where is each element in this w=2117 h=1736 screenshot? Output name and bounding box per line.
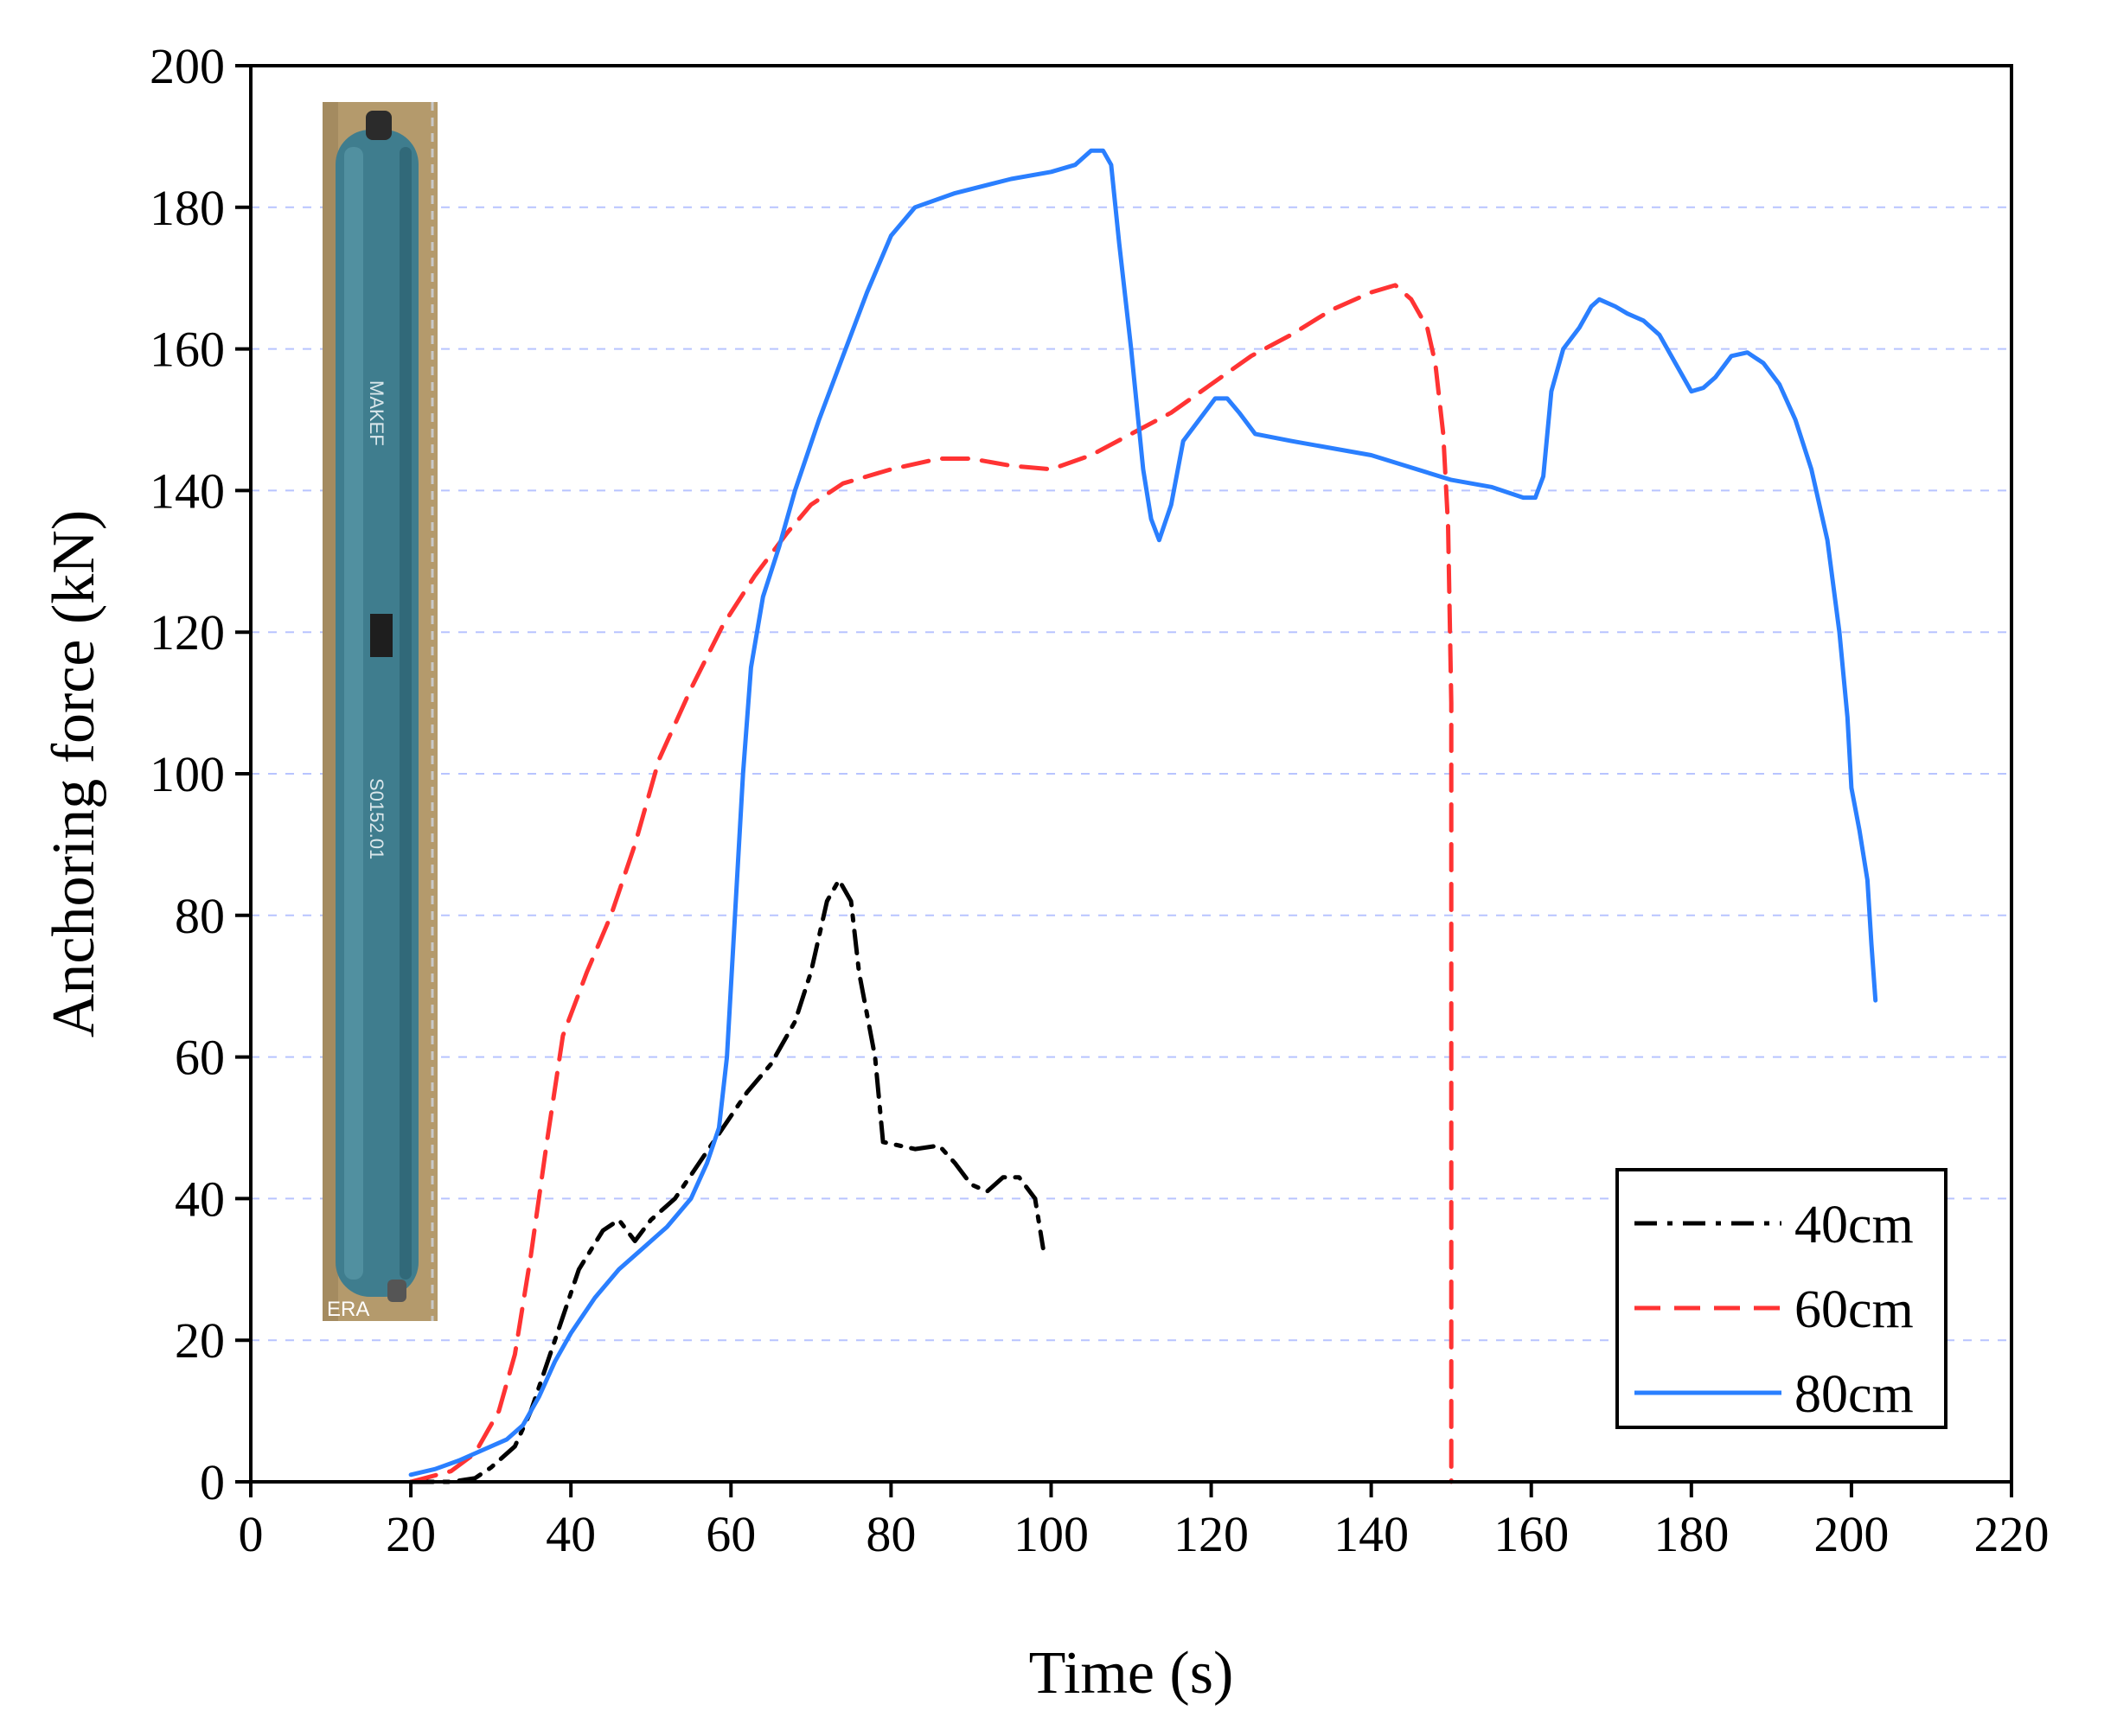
y-tick-label-120: 120 xyxy=(150,604,225,661)
y-tick-label-140: 140 xyxy=(150,463,225,519)
series-layer xyxy=(408,148,1878,1484)
anchor-rod-photo: MAKEF S0152.01 ERA xyxy=(323,102,438,1321)
legend-label-40cm: 40cm xyxy=(1794,1196,1914,1254)
x-tick-label-220: 220 xyxy=(1974,1506,2050,1562)
x-tick-label-180: 180 xyxy=(1653,1506,1729,1562)
legend-box xyxy=(1615,1168,1948,1429)
y-tick-label-60: 60 xyxy=(175,1030,225,1086)
y-tick-label-20: 20 xyxy=(175,1312,225,1369)
photo-text-1: MAKEF xyxy=(366,380,387,446)
x-tick-label-120: 120 xyxy=(1174,1506,1249,1562)
x-tick-label-200: 200 xyxy=(1813,1506,1889,1562)
y-tick-label-180: 180 xyxy=(150,180,225,236)
x-axis-title: Time (s) xyxy=(1029,1640,1234,1707)
legend: 40cm 60cm 80cm xyxy=(1615,1168,1948,1429)
x-tick-label-40: 40 xyxy=(546,1506,596,1562)
x-tick-label-0: 0 xyxy=(239,1506,264,1562)
series-line-60cm xyxy=(408,283,1454,1484)
y-tick-label-160: 160 xyxy=(150,322,225,378)
axis-ticks: 0 20 40 60 80 100 120 140 160 180 200 220 0 20 40 60 80 1… xyxy=(150,38,2050,1562)
legend-label-80cm: 80cm xyxy=(1794,1365,1914,1424)
x-tick-label-20: 20 xyxy=(386,1506,436,1562)
x-tick-label-80: 80 xyxy=(866,1506,916,1562)
x-tick-label-60: 60 xyxy=(706,1506,756,1562)
y-tick-label-100: 100 xyxy=(150,746,225,802)
y-tick-label-200: 200 xyxy=(150,38,225,94)
x-tick-label-140: 140 xyxy=(1334,1506,1409,1562)
y-tick-label-0: 0 xyxy=(200,1454,225,1510)
y-tick-label-40: 40 xyxy=(175,1171,225,1227)
series-line-40cm xyxy=(408,878,1046,1484)
legend-label-60cm: 60cm xyxy=(1794,1280,1914,1339)
x-tick-label-100: 100 xyxy=(1014,1506,1089,1562)
y-tick-label-80: 80 xyxy=(175,888,225,944)
series-line-80cm xyxy=(408,148,1878,1478)
y-axis-title: Anchoring force (kN) xyxy=(41,510,107,1037)
photo-text-2: S0152.01 xyxy=(366,778,387,859)
x-tick-label-160: 160 xyxy=(1493,1506,1569,1562)
photo-text-3: ERA xyxy=(327,1298,369,1321)
